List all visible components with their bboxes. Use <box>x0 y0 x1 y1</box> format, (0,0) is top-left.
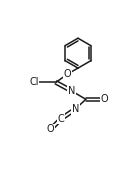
Text: O: O <box>64 69 71 79</box>
Text: O: O <box>100 94 108 104</box>
Text: O: O <box>47 124 54 134</box>
Text: C: C <box>58 114 64 124</box>
Text: N: N <box>72 104 79 114</box>
Text: N: N <box>68 86 75 96</box>
Text: Cl: Cl <box>29 77 39 87</box>
